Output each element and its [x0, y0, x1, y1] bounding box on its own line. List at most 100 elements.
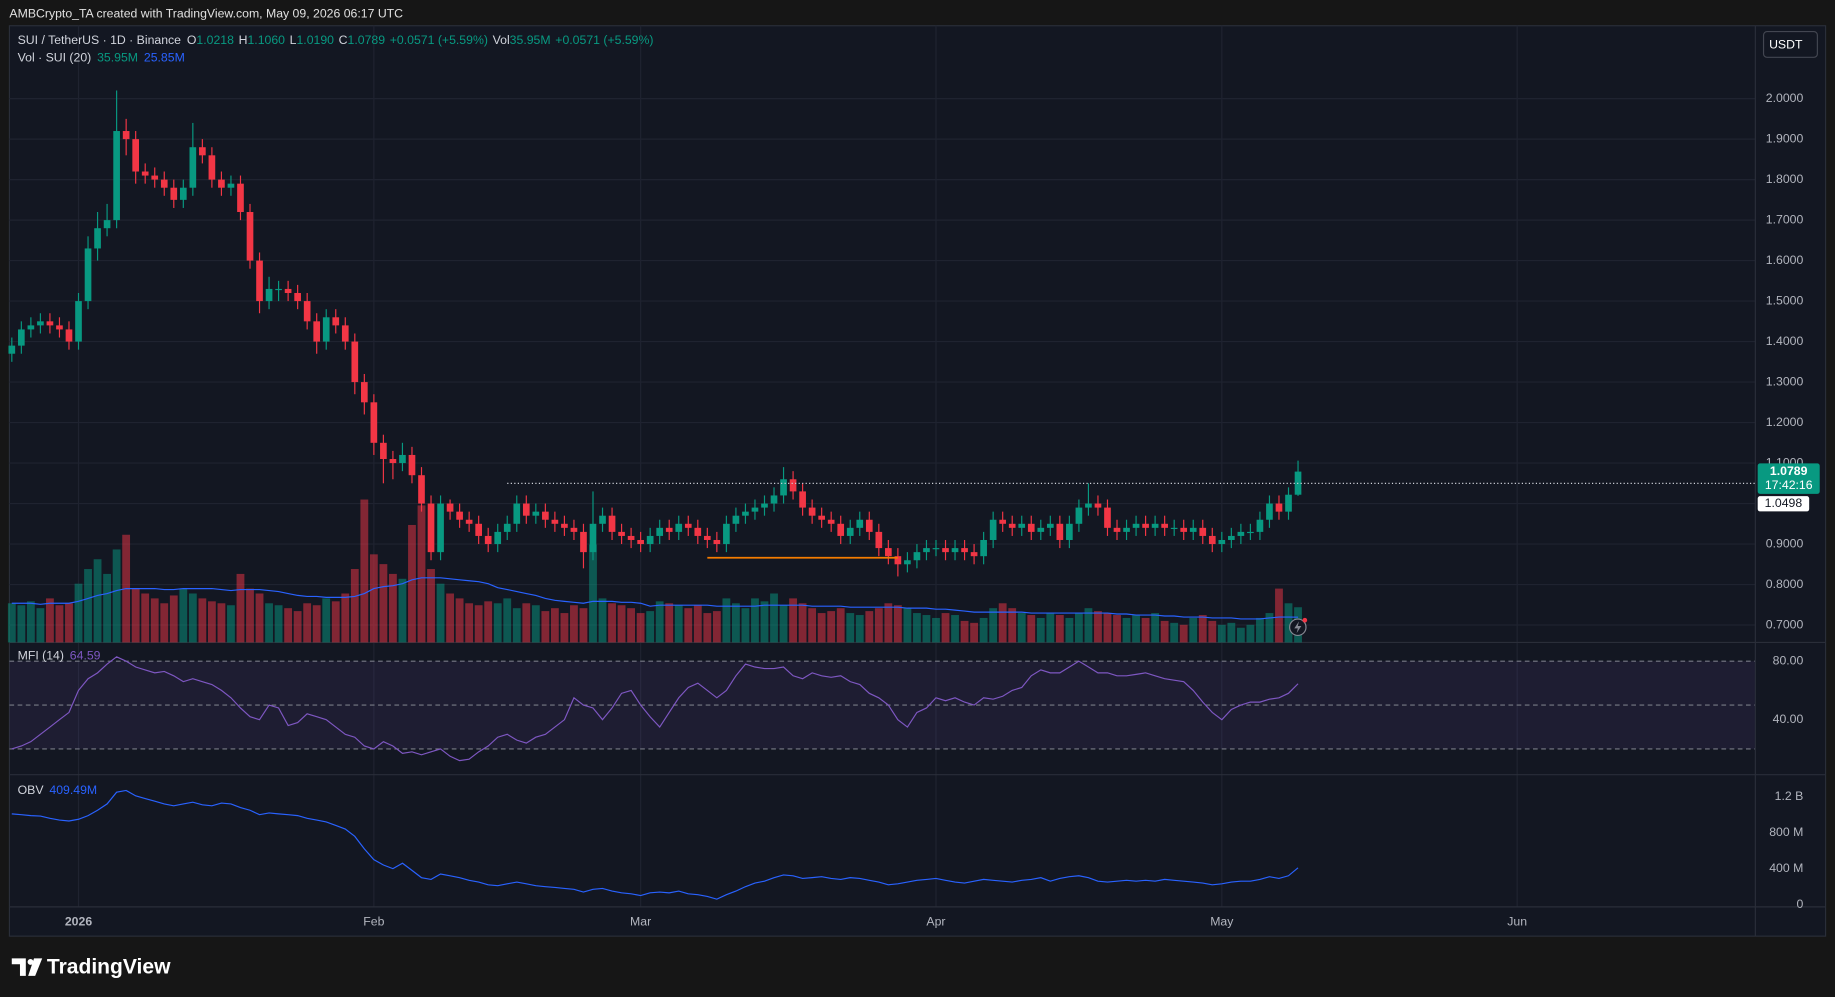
volume-bar [712, 611, 721, 643]
volume-bar [455, 598, 464, 643]
candle-body [618, 531, 625, 536]
volume-bar [1036, 617, 1045, 643]
volume-bar [265, 603, 273, 643]
candle-body [989, 519, 997, 540]
volume-bar [350, 569, 359, 643]
candle-body [399, 454, 406, 464]
volume-bar [26, 601, 35, 643]
candle-body [132, 139, 140, 172]
candle-body [256, 260, 263, 302]
candle-body [1218, 539, 1226, 545]
ohlc-label: L [290, 33, 297, 47]
candle-body [551, 519, 559, 524]
candle-body [218, 179, 225, 188]
y-tick-label: 1.9000 [1766, 131, 1804, 145]
candle-body [84, 248, 92, 302]
volume-bar [1113, 615, 1121, 643]
candle-body [122, 131, 130, 140]
indicator-line [11, 656, 1299, 762]
volume-ma-line [11, 577, 1299, 620]
chart-panel [8, 25, 1827, 937]
volume-bar [531, 605, 540, 643]
candle-body [751, 507, 759, 512]
volume-bar [846, 613, 855, 643]
volume-bar [751, 598, 759, 643]
volume-bar [493, 603, 502, 643]
candle-body [237, 183, 244, 213]
currency-button[interactable] [1762, 31, 1818, 58]
y-tick-label: 1.8000 [1766, 172, 1804, 186]
volume-bar [303, 603, 312, 643]
volume-bar [1179, 624, 1188, 643]
candle-body [322, 317, 330, 342]
candle-body [961, 548, 968, 553]
volume-bar [665, 603, 674, 643]
volume-bar [379, 564, 388, 643]
candle-body [75, 301, 82, 342]
attribution: AMBCrypto_TA created with TradingView.co… [9, 6, 403, 20]
y-tick-label: 1.4000 [1766, 334, 1804, 348]
candle-body [265, 288, 273, 302]
volume-bar [408, 524, 416, 643]
volume-bar [46, 598, 54, 643]
volume-bar [1017, 613, 1026, 643]
volume-bar [398, 578, 407, 643]
candle-body [1247, 531, 1254, 534]
volume-bar [1227, 622, 1236, 643]
logo-mark [11, 958, 43, 976]
candle-body [1266, 503, 1273, 520]
volume-value: 35.95M [97, 51, 138, 65]
volume-bar [608, 603, 616, 643]
volume-bar [1122, 617, 1131, 643]
obv-value: 409.49M [49, 783, 97, 797]
volume-bar [874, 608, 883, 643]
volume-bar [808, 608, 817, 643]
candle-body [589, 523, 597, 553]
candle-body [1066, 523, 1073, 540]
volume-bar [150, 598, 159, 643]
volume-bar [1141, 617, 1150, 643]
mfi-value: 64.59 [70, 649, 101, 663]
volume-bar [484, 601, 493, 643]
volume-bar [160, 603, 169, 643]
vol-change: +0.0571 (+5.59%) [555, 33, 653, 47]
y-tick-label: 40.00 [1773, 712, 1804, 726]
icon-dot [1302, 617, 1308, 623]
volume-bar [1265, 613, 1274, 643]
vol-label: Vol [493, 33, 510, 47]
volume-bar [36, 608, 45, 643]
candle-body [723, 523, 730, 545]
logo-shape [27, 958, 34, 965]
volume-bar [179, 588, 188, 643]
currency[interactable]: USDT [1769, 37, 1803, 51]
volume-bar [760, 601, 769, 643]
candle-body [846, 527, 854, 536]
volume-bar [855, 615, 864, 643]
candle-body [8, 345, 16, 354]
candle-body [427, 503, 435, 553]
candle-body [684, 523, 692, 528]
candle-body [313, 321, 321, 342]
candle-body [46, 321, 54, 326]
candle-body [799, 491, 806, 508]
volume-bar [932, 617, 940, 643]
volume-bar [550, 608, 559, 643]
candle-body [113, 131, 120, 221]
candle-body [942, 548, 949, 553]
candle-body [923, 548, 930, 553]
volume-bar [951, 615, 959, 643]
candle-body [570, 527, 578, 532]
volume-bar [1103, 613, 1112, 643]
candle-body [1189, 527, 1197, 532]
candle-body [637, 539, 644, 545]
candle-body [827, 519, 835, 524]
ohlc-value: 1.0218 [196, 33, 234, 47]
y-tick-label: 800 M [1769, 825, 1803, 839]
candle-body [199, 147, 206, 156]
candle-body [370, 402, 378, 443]
candle-body [160, 179, 168, 188]
logo-text[interactable]: TradingView [47, 955, 171, 978]
candle-body [65, 329, 73, 342]
candle-body [246, 212, 254, 261]
